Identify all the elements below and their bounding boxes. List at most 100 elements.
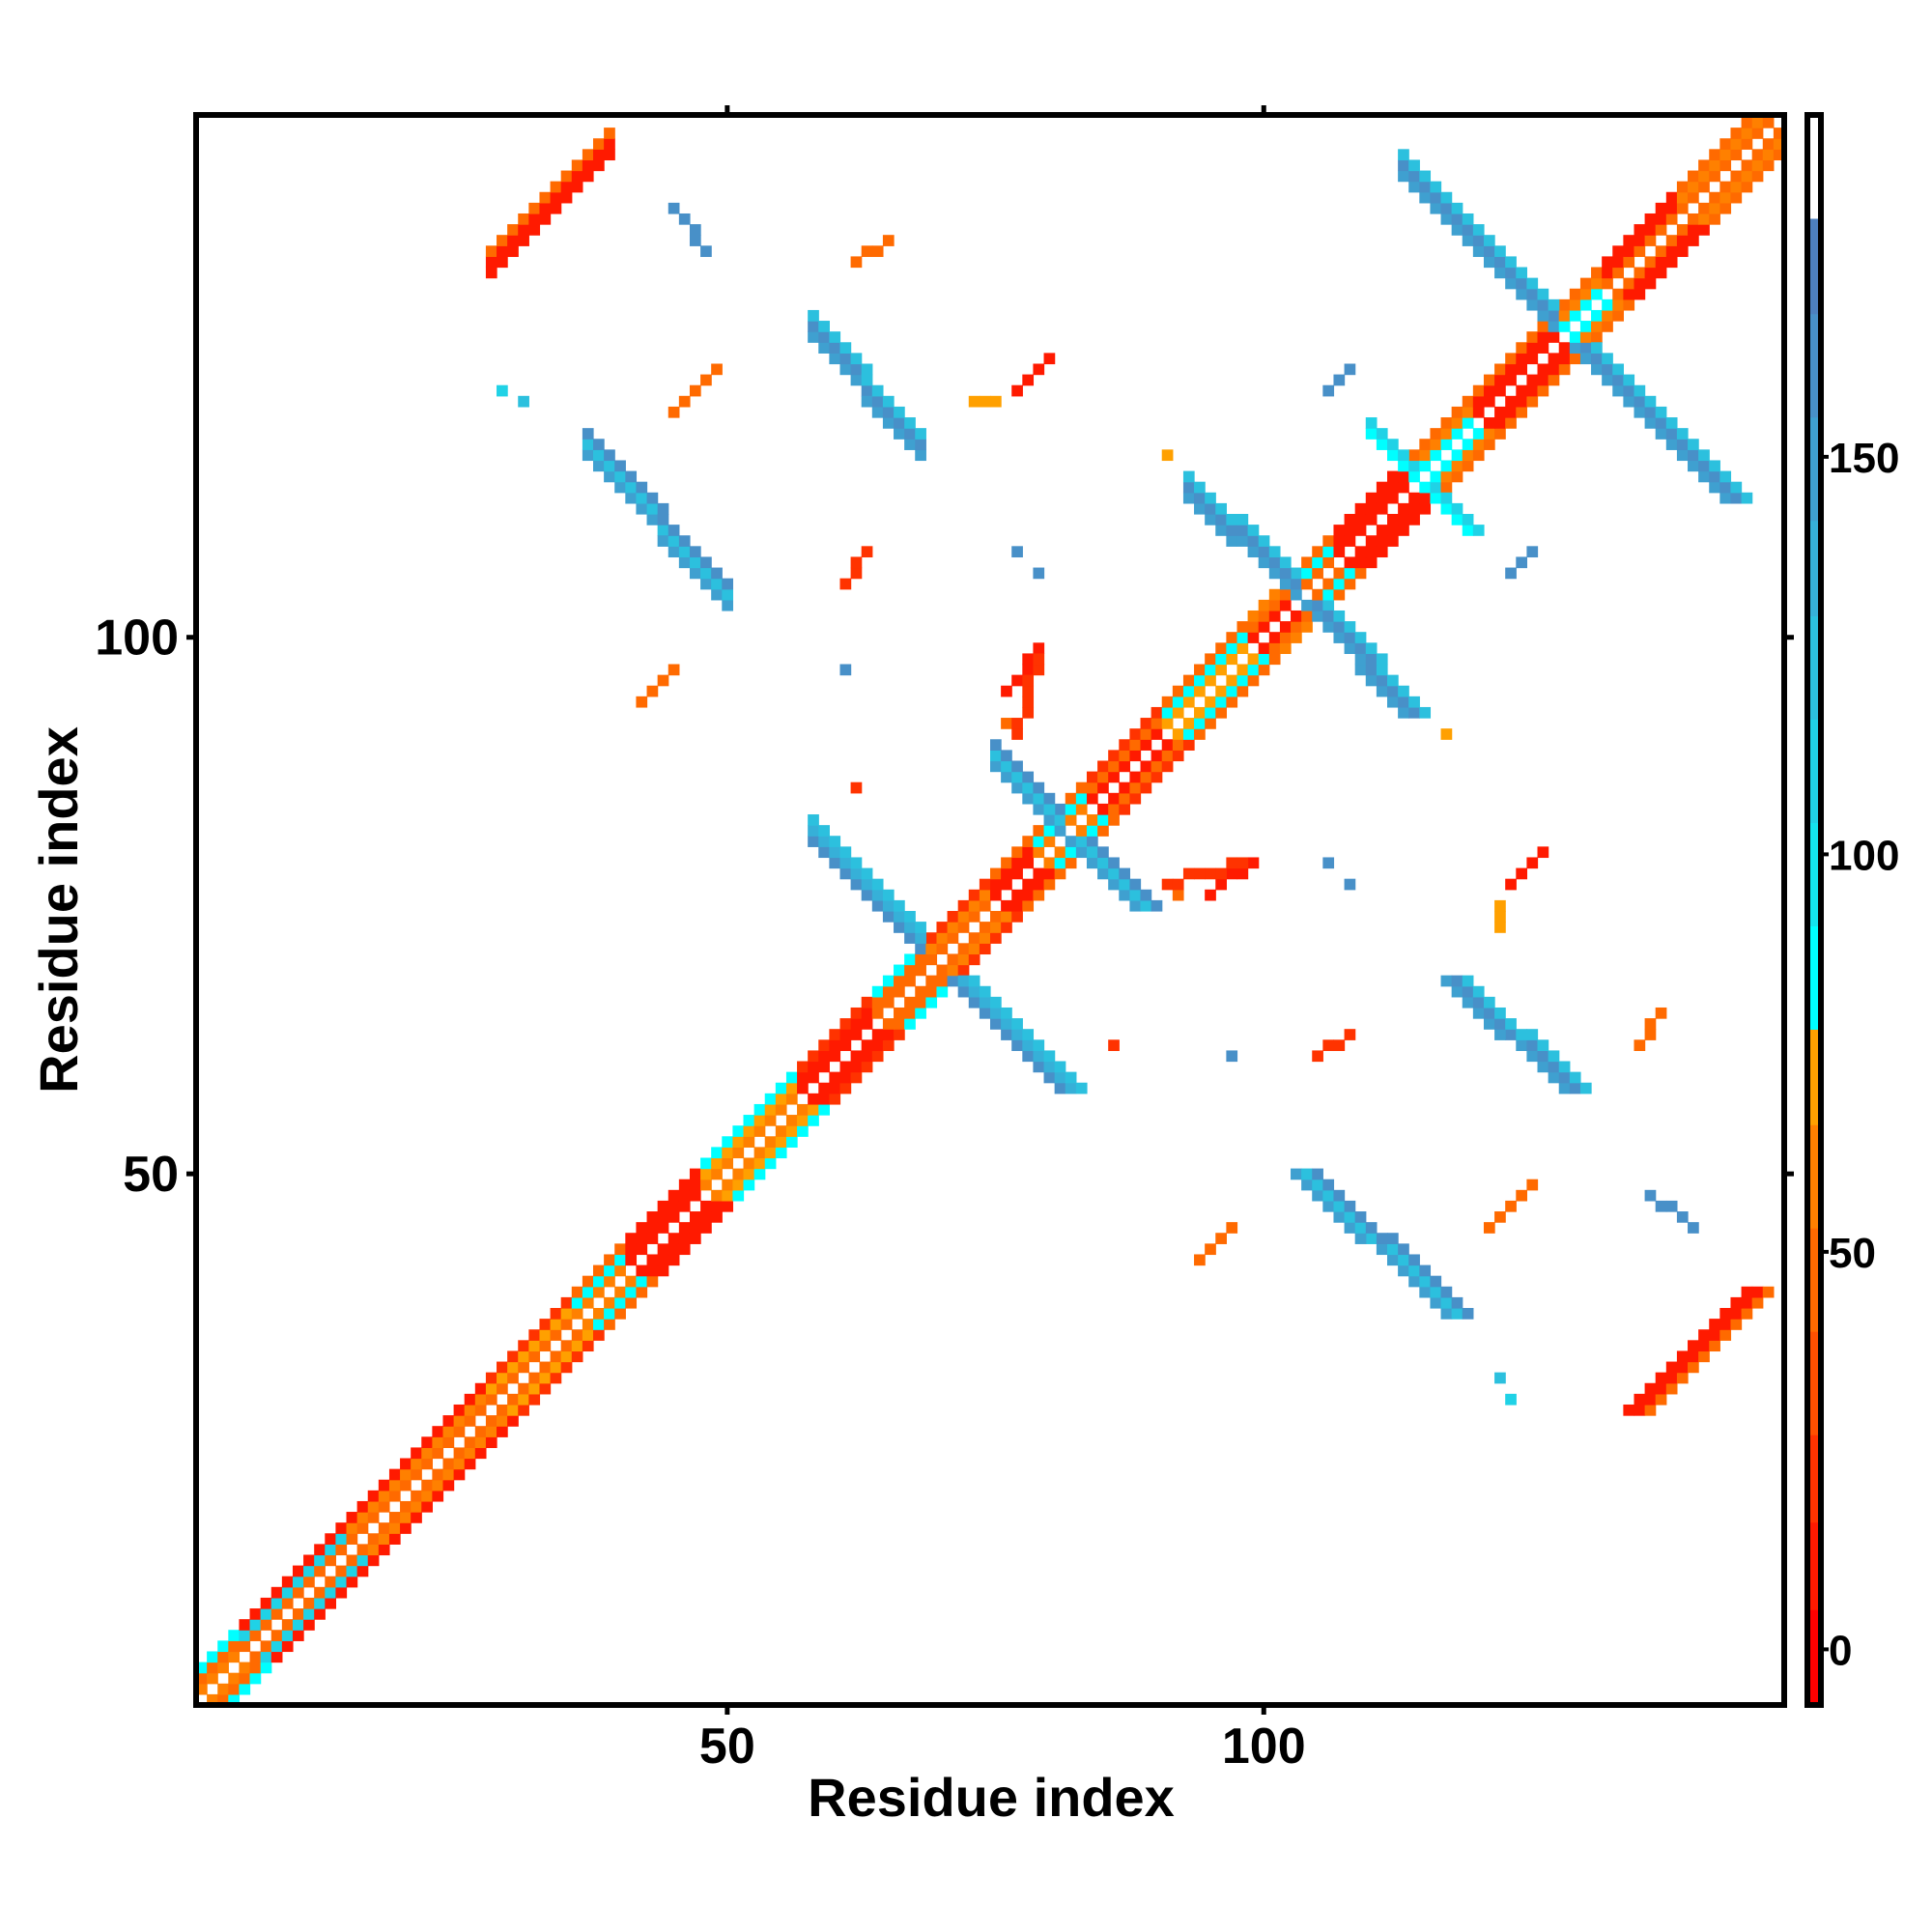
- heatmap-cell: [1569, 342, 1581, 354]
- heatmap-cell: [1247, 546, 1260, 558]
- heatmap-cell: [829, 846, 841, 859]
- heatmap-cell: [356, 1554, 369, 1567]
- heatmap-cell: [260, 1662, 272, 1674]
- heatmap-cell: [1333, 546, 1346, 558]
- heatmap-cell: [1451, 975, 1463, 987]
- heatmap-cell: [346, 1533, 358, 1545]
- heatmap-cell: [1430, 181, 1442, 193]
- heatmap-cell: [1451, 502, 1463, 515]
- heatmap-cell: [1129, 750, 1142, 762]
- heatmap-cell: [871, 878, 884, 891]
- heatmap-cell: [1558, 321, 1571, 332]
- heatmap-cell: [1462, 439, 1474, 450]
- heatmap-cell: [1001, 1018, 1012, 1030]
- heatmap-cell: [388, 1533, 401, 1545]
- heatmap-cell: [1408, 460, 1420, 472]
- heatmap-cell: [1054, 1061, 1066, 1073]
- heatmap-cell: [646, 502, 659, 515]
- colorbar-frame: [1804, 112, 1824, 1708]
- heatmap-cell: [560, 170, 573, 183]
- heatmap-cell: [1065, 846, 1077, 859]
- heatmap-cell: [968, 932, 980, 944]
- heatmap-cell: [1291, 621, 1302, 633]
- heatmap-cell: [1022, 846, 1035, 859]
- heatmap-cell: [1408, 514, 1420, 526]
- heatmap-cell: [1398, 502, 1409, 515]
- heatmap-cell: [711, 1200, 723, 1212]
- heatmap-cell: [861, 1050, 873, 1063]
- heatmap-cell: [839, 578, 852, 590]
- heatmap-cell: [861, 1018, 873, 1030]
- heatmap-cell: [915, 439, 926, 450]
- heatmap-cell: [1205, 1243, 1216, 1256]
- heatmap-cell: [614, 1243, 626, 1256]
- heatmap-cell: [1440, 417, 1453, 429]
- heatmap-cell: [367, 1533, 380, 1545]
- heatmap-cell: [604, 1308, 615, 1320]
- heatmap-cell: [882, 1029, 895, 1040]
- heatmap-cell: [1483, 1018, 1495, 1030]
- heatmap-cell: [239, 1630, 251, 1641]
- heatmap-cell: [367, 1500, 380, 1513]
- heatmap-cell: [1419, 481, 1432, 494]
- heatmap-cell: [882, 899, 895, 912]
- heatmap-cell: [1483, 428, 1495, 440]
- heatmap-cell: [249, 1662, 262, 1674]
- heatmap-cell: [1537, 1039, 1549, 1052]
- heatmap-cell: [614, 1296, 626, 1309]
- heatmap-cell: [636, 1275, 648, 1288]
- heatmap-cell: [711, 363, 723, 376]
- heatmap-cell: [400, 1522, 412, 1534]
- heatmap-cell: [582, 170, 594, 183]
- heatmap-cell: [1268, 653, 1281, 666]
- heatmap-cell: [979, 996, 991, 1009]
- heatmap-cell: [1591, 342, 1603, 354]
- heatmap-cell: [1161, 718, 1174, 729]
- heatmap-cell: [1376, 481, 1388, 494]
- heatmap-cell: [1226, 535, 1238, 547]
- heatmap-cell: [1333, 621, 1346, 633]
- heatmap-cell: [1579, 321, 1592, 332]
- heatmap-cell: [1537, 298, 1549, 311]
- heatmap-cell: [657, 1211, 669, 1223]
- heatmap-cell: [1569, 288, 1581, 300]
- heatmap-cell: [1462, 525, 1474, 536]
- heatmap-cell: [1344, 514, 1356, 526]
- heatmap-cell: [539, 213, 552, 225]
- heatmap-cell: [711, 588, 723, 601]
- heatmap-cell: [1719, 191, 1732, 204]
- heatmap-cell: [636, 481, 648, 494]
- heatmap-cell: [1108, 857, 1120, 869]
- heatmap-cell: [775, 1136, 787, 1148]
- heatmap-cell: [388, 1522, 401, 1534]
- heatmap-cell: [518, 235, 529, 246]
- heatmap-cell: [1634, 395, 1646, 408]
- heatmap-cell: [808, 825, 819, 837]
- heatmap-cell: [1505, 878, 1517, 891]
- heatmap-cell: [808, 1103, 819, 1116]
- heatmap-cell: [1161, 750, 1174, 762]
- heatmap-cell: [1451, 470, 1463, 483]
- heatmap-cell: [1205, 492, 1216, 504]
- heatmap-cell: [1591, 277, 1603, 290]
- heatmap-cell: [625, 1233, 638, 1244]
- heatmap-cell: [1591, 331, 1603, 343]
- heatmap-cell: [1140, 781, 1152, 794]
- heatmap-cell: [818, 342, 830, 354]
- heatmap-cell: [1387, 685, 1399, 697]
- heatmap-cell: [228, 1672, 241, 1685]
- heatmap-cell: [582, 439, 594, 450]
- heatmap-cell: [882, 985, 895, 998]
- heatmap-cell: [1505, 277, 1517, 290]
- heatmap-cell: [1688, 1361, 1699, 1374]
- heatmap-cell: [743, 1168, 755, 1180]
- heatmap-cell: [1279, 642, 1292, 655]
- heatmap-cell: [882, 975, 895, 987]
- heatmap-cell: [292, 1586, 304, 1599]
- heatmap-cell: [1462, 213, 1474, 225]
- heatmap-cell: [1119, 867, 1131, 880]
- heatmap-cell: [474, 1393, 487, 1406]
- heatmap-cell: [1472, 224, 1485, 236]
- heatmap-cell: [947, 975, 959, 987]
- heatmap-cell: [1494, 1018, 1506, 1030]
